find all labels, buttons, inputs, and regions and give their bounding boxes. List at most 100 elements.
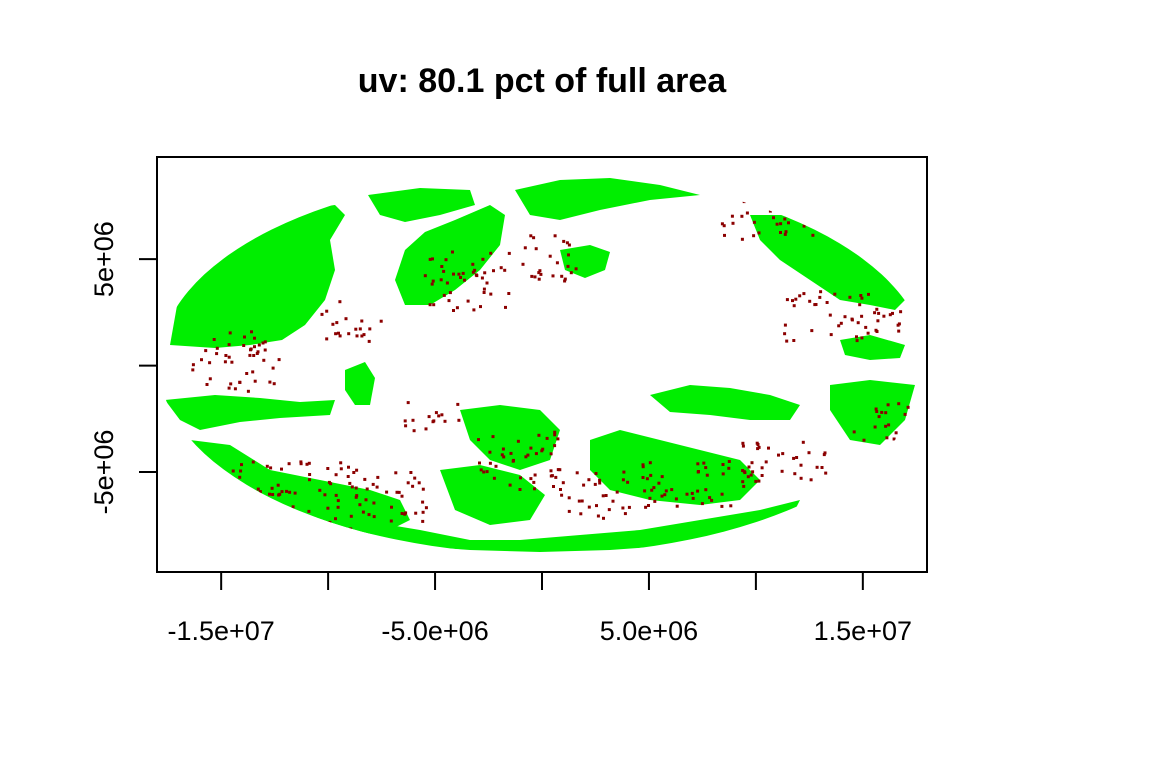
speckle-cell [263,348,267,352]
speckle-cell [799,463,803,467]
speckle-cell [860,296,864,300]
speckle-cell [825,301,829,304]
speckle-cell [439,278,443,282]
speckle-cell [421,510,425,514]
speckle-cell [647,504,650,507]
speckle-cell [754,479,758,483]
speckle-cell [529,234,533,238]
speckle-cell [394,471,398,475]
speckle-cell [675,504,679,508]
speckle-cell [891,311,894,315]
y-tick-label: 5e+06 [89,221,119,297]
speckle-cell [685,492,689,496]
speckle-cell [212,338,216,341]
speckle-cell [534,247,538,251]
speckle-cell [242,344,246,347]
speckle-cell [554,475,558,479]
speckle-cell [471,262,475,266]
speckle-cell [521,262,525,266]
speckle-cell [304,515,308,519]
speckle-cell [508,483,512,487]
x-tick-label: -1.5e+07 [167,616,274,646]
speckle-cell [538,269,542,273]
speckle-cell [533,487,536,491]
speckle-cell [253,336,256,340]
speckle-cell [331,322,335,326]
speckle-cell [320,524,324,528]
speckle-cell [479,305,482,309]
speckle-cell [271,366,275,370]
speckle-cell [534,452,538,456]
speckle-cell [507,251,511,255]
speckle-cell [575,471,579,475]
speckle-cell [549,469,553,473]
speckle-cell [885,436,889,440]
speckle-cell [385,490,389,494]
speckle-cell [411,484,415,488]
speckle-cell [400,494,404,498]
land-east-asia [750,215,905,310]
speckle-cell [641,465,645,469]
speckle-cell [289,511,293,515]
speckle-cell [768,209,772,213]
speckle-cell [411,418,415,422]
speckle-cell [248,518,252,522]
speckle-cell [363,477,367,481]
speckle-cell [607,508,611,512]
speckle-cell [354,486,358,490]
speckle-cell [615,490,619,494]
land-europe-west-asia [395,205,505,305]
speckle-cell [792,304,796,308]
speckle-cell [251,460,255,464]
plot-frame [156,156,928,573]
speckle-cell [767,446,770,450]
speckle-cell [339,461,343,465]
speckle-cell [772,216,775,220]
speckle-cell [362,333,366,337]
speckle-cell [562,239,566,243]
speckle-cell [237,509,240,513]
speckle-cell [785,298,789,302]
speckle-cell [403,419,407,423]
speckle-cell [705,473,709,477]
speckle-cell [579,512,583,516]
speckle-cell [502,455,506,459]
speckle-cell [263,340,267,344]
speckle-cell [567,243,571,247]
speckle-cell [200,358,203,362]
speckle-cell [783,217,787,221]
speckle-cell [481,257,485,261]
speckle-cell [285,489,288,493]
speckle-cell [239,469,243,473]
speckle-cell [233,387,237,391]
speckle-cell [907,432,911,436]
speckle-cell [400,512,404,515]
speckle-cell [740,214,744,218]
speckle-cell [428,303,432,307]
speckle-cell [307,509,311,513]
speckle-cell [541,447,545,451]
speckle-cell [249,347,253,351]
speckle-cell [867,292,870,296]
speckle-cell [227,355,231,359]
speckle-cell [721,472,725,476]
speckle-cell [567,253,570,257]
speckle-cell [553,433,557,437]
speckle-cell [545,436,549,440]
speckle-cell [494,464,498,468]
speckle-cell [297,525,301,529]
speckle-cell [489,251,493,255]
speckle-cell [291,505,295,509]
speckle-cell [424,427,428,431]
speckle-cell [843,315,847,319]
speckle-cell [231,469,235,473]
speckle-cell [205,383,209,386]
speckle-cell [282,517,286,521]
speckle-cell [440,265,444,268]
speckle-cell [229,382,233,386]
speckle-cell [239,514,243,518]
speckle-cell [751,470,755,474]
speckle-cell [376,475,380,479]
speckle-cell [442,269,446,273]
speckle-cell [886,403,890,407]
